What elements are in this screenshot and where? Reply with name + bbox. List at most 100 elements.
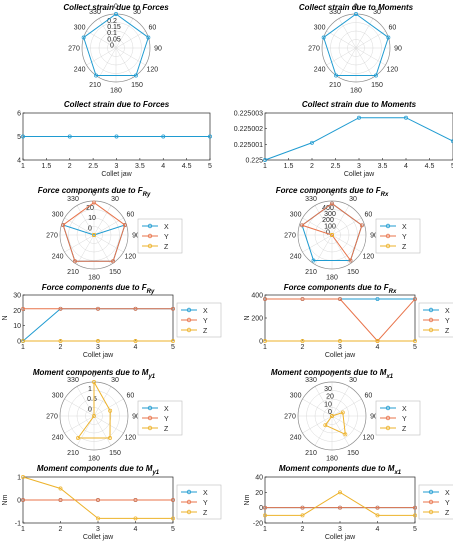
- chart-title: Collect strain due to Moments: [299, 3, 414, 12]
- data-point-y: [300, 297, 305, 301]
- legend-label: Z: [402, 426, 407, 433]
- legend-label: Y: [445, 318, 450, 325]
- data-point-x: [375, 297, 380, 301]
- polar-r-tick: 0.05: [107, 36, 121, 43]
- data-point-x: [81, 35, 86, 40]
- data-point-z: [375, 513, 380, 518]
- data-point-x: [311, 258, 316, 263]
- x-tick-label: 1: [21, 344, 25, 351]
- polar-angle-label: 210: [67, 269, 79, 276]
- data-point-z: [323, 423, 328, 428]
- polar-ring: [85, 226, 103, 244]
- data-point-x: [94, 73, 98, 78]
- polar-r-tick: 400: [322, 205, 334, 212]
- line-chart-l1: Collect strain due to Forces 4 5 6 1 1.5 2 2.5 3…: [17, 100, 212, 178]
- y-tick-label: 6: [17, 111, 21, 118]
- y-tick-label: 4: [17, 158, 21, 165]
- y-tick-label: 5: [17, 134, 21, 141]
- x-tick-label: 4: [161, 163, 165, 170]
- polar-angle-label: 90: [394, 46, 402, 53]
- polar-ring: [98, 30, 134, 66]
- polar-angle-label: 330: [89, 9, 101, 16]
- data-point-y: [61, 223, 66, 227]
- legend-marker-y: [428, 317, 434, 323]
- data-point-z: [171, 339, 175, 343]
- polar-r-tick: 0: [110, 42, 114, 49]
- legend-label: Y: [445, 500, 450, 507]
- polar-angle-label: 240: [52, 435, 64, 442]
- data-point-y: [96, 306, 100, 311]
- data-point-x: [310, 140, 314, 145]
- legend-label: X: [445, 490, 450, 497]
- plot-area: [264, 476, 416, 524]
- x-tick-label: 4: [376, 344, 380, 351]
- x-tick-label: 1.5: [284, 163, 294, 170]
- polar-angle-label: 90: [132, 233, 140, 240]
- data-point-z: [92, 380, 96, 384]
- line-chart-l2: Collect strain due to Moments 0.225 0.2250…: [234, 100, 453, 178]
- polar-angle-label: 150: [347, 450, 359, 457]
- legend-label: Z: [402, 244, 407, 251]
- chart-title: Collect strain due to Moments: [302, 100, 417, 109]
- legend-marker-z: [186, 327, 192, 333]
- chart-title: Collect strain due to Forces: [63, 3, 169, 12]
- data-point-z: [92, 414, 96, 418]
- polar-chart-p5: Moment components due to My1300330603009…: [33, 368, 183, 463]
- data-point-x: [114, 12, 118, 16]
- data-point-x: [161, 134, 166, 139]
- polar-angle-label: 0: [330, 372, 334, 379]
- polar-angle-label: 180: [110, 88, 122, 95]
- polar-r-tick: 0: [326, 229, 330, 236]
- x-tick-label: 3: [357, 163, 361, 170]
- x-tick-label: 4: [134, 526, 138, 533]
- data-point-z: [263, 513, 267, 518]
- polar-r-tick: 0: [88, 406, 92, 413]
- polar-angle-label: 210: [305, 450, 317, 457]
- polar-ring: [338, 30, 374, 66]
- x-tick-label: 5: [413, 526, 417, 533]
- polar-angle-label: 180: [326, 456, 338, 463]
- x-tick-label: 4.5: [425, 163, 435, 170]
- legend-label: Y: [164, 416, 169, 423]
- polar-angle-label: 150: [347, 269, 359, 276]
- data-point-z: [96, 516, 100, 521]
- line-chart-l6: Moment components due to Mx1 -20 0 20 40 1 2 3 4…: [244, 464, 453, 541]
- data-point-y: [171, 306, 175, 311]
- polar-angle-label: 60: [364, 393, 372, 400]
- data-point-x: [114, 134, 119, 139]
- y-tick-label: -1: [15, 521, 21, 528]
- data-point-x: [21, 134, 25, 139]
- polar-angle-label: 330: [305, 196, 317, 203]
- polar-angle-label: 180: [326, 275, 338, 282]
- x-tick-label: 1: [263, 163, 267, 170]
- polar-angle-label: 30: [349, 196, 357, 203]
- polar-outer-ring: [297, 381, 367, 451]
- series-line-z: [77, 381, 111, 439]
- data-point-y: [263, 505, 267, 510]
- data-point-z: [330, 233, 334, 237]
- data-point-y: [413, 297, 417, 301]
- series-line-z: [324, 411, 346, 436]
- x-tick-label: 5: [451, 163, 453, 170]
- polar-angle-label: 60: [364, 212, 372, 219]
- legend-marker-z: [385, 425, 391, 431]
- polar-r-tick: 10: [88, 215, 96, 222]
- data-point-z: [330, 414, 334, 418]
- series-line-z: [265, 491, 415, 516]
- x-tick-label: 5: [171, 526, 175, 533]
- data-point-z: [58, 486, 63, 491]
- polar-angle-label: 60: [148, 25, 156, 32]
- line-chart-l4: Force components due to FRx 0 200 400 1 2 3 4 5 C…: [244, 283, 453, 359]
- y-tick-label: 0: [259, 505, 263, 512]
- legend-marker-x: [147, 405, 153, 411]
- legend-marker-z: [428, 327, 434, 333]
- data-point-y: [133, 306, 138, 311]
- polar-angle-label: 60: [126, 212, 134, 219]
- x-axis-label: Collet jaw: [83, 534, 114, 541]
- polar-ring: [314, 217, 350, 253]
- data-point-z: [171, 516, 175, 521]
- polar-ring: [347, 39, 365, 57]
- legend-marker-x: [428, 489, 434, 495]
- polar-r-tick: 20: [86, 205, 94, 212]
- data-point-y: [348, 258, 353, 263]
